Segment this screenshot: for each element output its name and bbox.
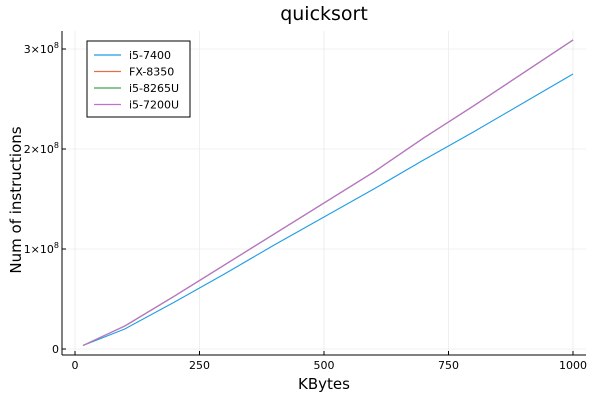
series-line-i5-7200u — [82, 39, 574, 346]
chart-title: quicksort — [280, 3, 368, 25]
series-lines — [82, 39, 574, 347]
y-tick-label: 1×108 — [24, 241, 59, 256]
legend-label: i5-7400 — [129, 49, 171, 62]
x-tick-label: 1000 — [559, 359, 587, 372]
legend: i5-7400 FX-8350 i5-8265U i5-7200U — [86, 40, 191, 118]
x-tick-label: 0 — [72, 359, 79, 372]
x-axis-label: KBytes — [298, 375, 350, 393]
y-tick-label: 3×108 — [24, 41, 59, 56]
y-axis-label: Num of instructions — [7, 126, 25, 273]
x-tick-label: 250 — [189, 359, 210, 372]
x-ticks: 0 250 500 750 1000 — [72, 351, 587, 372]
legend-label: FX-8350 — [129, 66, 174, 79]
x-tick-label: 500 — [314, 359, 335, 372]
y-tick-label: 0 — [52, 343, 59, 356]
x-tick-label: 750 — [438, 359, 459, 372]
y-ticks: 0 1×108 2×108 3×108 — [24, 41, 66, 356]
legend-label: i5-8265U — [129, 82, 179, 95]
y-tick-label: 2×108 — [24, 141, 59, 156]
series-line-i5-7400 — [82, 73, 574, 347]
grid — [62, 31, 586, 355]
legend-label: i5-7200U — [129, 99, 179, 112]
